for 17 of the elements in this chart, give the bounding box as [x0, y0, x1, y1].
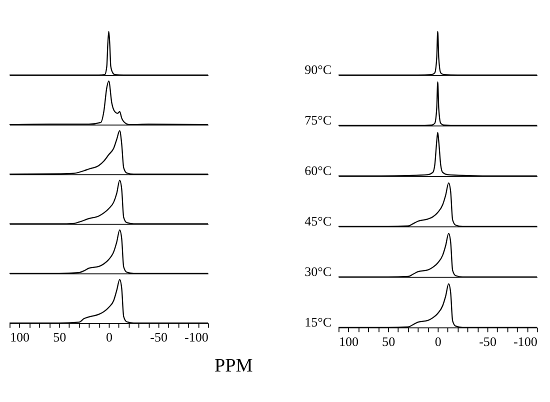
x-tick-label: 100 — [338, 334, 360, 350]
text: 30°C — [304, 264, 332, 280]
text: 45°C — [304, 214, 332, 229]
x-tick-label: 0 — [434, 334, 442, 350]
text: 75°C — [304, 112, 332, 128]
x-tick-label: -50 — [479, 334, 497, 350]
x-tick-label: 100 — [10, 330, 30, 345]
x-tick-label: -50 — [150, 330, 168, 345]
text: 60°C — [304, 163, 332, 178]
text: 90°C — [304, 62, 332, 78]
x-tick-label: -100 — [184, 330, 209, 345]
x-axis-title: PPM — [214, 355, 253, 376]
x-tick-label: 0 — [106, 330, 113, 345]
x-tick-label: -100 — [513, 334, 538, 350]
text: 15°C — [304, 314, 332, 330]
x-tick-label: 50 — [382, 334, 396, 350]
x-tick-label: 50 — [53, 330, 67, 345]
